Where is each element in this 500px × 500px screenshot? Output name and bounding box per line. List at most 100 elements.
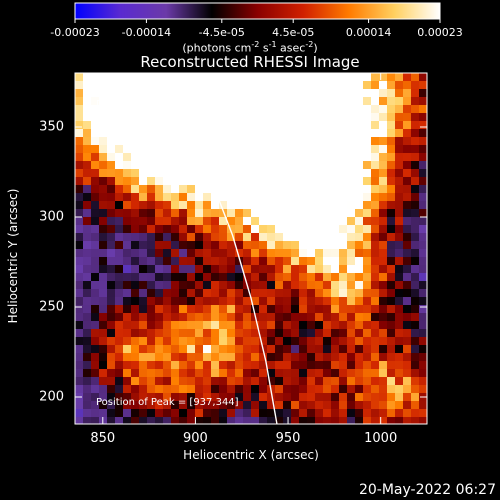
heatmap-cell xyxy=(387,417,396,424)
heatmap-cell xyxy=(251,169,260,178)
heatmap-cell xyxy=(227,145,236,154)
heatmap-cell xyxy=(323,401,332,410)
heatmap-cell xyxy=(235,385,244,394)
heatmap-cell xyxy=(379,265,388,274)
heatmap-cell xyxy=(395,233,404,242)
heatmap-cell xyxy=(139,297,148,306)
heatmap-cell xyxy=(275,169,284,178)
heatmap-cell xyxy=(235,281,244,290)
heatmap-cell xyxy=(267,169,276,178)
heatmap-cell xyxy=(315,73,324,82)
heatmap-cell xyxy=(243,369,252,378)
heatmap-cell xyxy=(115,217,124,226)
heatmap-cell xyxy=(123,305,132,314)
heatmap-cell xyxy=(379,73,388,82)
heatmap-cell xyxy=(283,417,292,424)
heatmap-cell xyxy=(379,289,388,298)
heatmap-cell xyxy=(179,321,188,330)
heatmap-cell xyxy=(339,145,348,154)
heatmap-cell xyxy=(315,257,324,266)
heatmap-cell xyxy=(347,345,356,354)
heatmap-cell xyxy=(291,145,300,154)
heatmap-cell xyxy=(107,321,116,330)
heatmap-cell xyxy=(107,249,116,258)
heatmap-cell xyxy=(227,177,236,186)
heatmap-cell xyxy=(131,193,140,202)
heatmap-cell xyxy=(299,113,308,122)
heatmap-cell xyxy=(371,297,380,306)
heatmap-cell xyxy=(99,89,108,98)
heatmap-cell xyxy=(307,305,316,314)
heatmap-cell xyxy=(419,273,427,282)
colorbar xyxy=(74,2,441,23)
heatmap-cell xyxy=(123,337,132,346)
heatmap-cell xyxy=(179,337,188,346)
heatmap-cell xyxy=(179,249,188,258)
heatmap-cell xyxy=(251,209,260,218)
heatmap-cell xyxy=(395,193,404,202)
heatmap-cell xyxy=(259,385,268,394)
heatmap-cell xyxy=(363,209,372,218)
heatmap-cell xyxy=(211,241,220,250)
heatmap-cell xyxy=(83,113,92,122)
heatmap-cell xyxy=(243,169,252,178)
heatmap-cell xyxy=(395,145,404,154)
heatmap-cell xyxy=(123,289,132,298)
heatmap-cell xyxy=(75,257,84,266)
heatmap-cell xyxy=(283,121,292,130)
heatmap-cell xyxy=(123,73,132,82)
heatmap-cell xyxy=(403,105,412,114)
heatmap-cell xyxy=(131,105,140,114)
heatmap-cell xyxy=(403,409,412,418)
heatmap-cell xyxy=(379,361,388,370)
heatmap-cell xyxy=(203,417,212,424)
heatmap-cell xyxy=(147,169,156,178)
heatmap-cell xyxy=(267,249,276,258)
y-tick-label: 300 xyxy=(39,209,64,225)
heatmap-cell xyxy=(179,273,188,282)
heatmap-cell xyxy=(243,209,252,218)
heatmap-cell xyxy=(307,369,316,378)
heatmap-cell xyxy=(91,81,100,90)
heatmap-cell xyxy=(299,305,308,314)
heatmap-cell xyxy=(75,241,84,250)
heatmap-cell xyxy=(403,73,412,82)
heatmap-cell xyxy=(299,369,308,378)
heatmap-cell xyxy=(419,305,427,314)
heatmap-cell xyxy=(259,193,268,202)
heatmap-cell xyxy=(147,137,156,146)
heatmap-cell xyxy=(371,281,380,290)
heatmap-cell xyxy=(83,89,92,98)
heatmap-cell xyxy=(371,401,380,410)
heatmap-cell xyxy=(403,281,412,290)
heatmap-cell xyxy=(139,337,148,346)
heatmap-cell xyxy=(219,113,228,122)
heatmap-cell xyxy=(347,305,356,314)
heatmap-cell xyxy=(179,409,188,418)
heatmap-cell xyxy=(291,241,300,250)
heatmap-cell xyxy=(355,193,364,202)
heatmap-cell xyxy=(147,297,156,306)
heatmap-cell xyxy=(363,305,372,314)
heatmap-cell xyxy=(379,313,388,322)
heatmap-cell xyxy=(155,97,164,106)
heatmap-cell xyxy=(395,313,404,322)
heatmap-cell xyxy=(307,401,316,410)
heatmap-cell xyxy=(163,145,172,154)
heatmap-cell xyxy=(131,409,140,418)
heatmap-cell xyxy=(395,289,404,298)
heatmap-cell xyxy=(419,217,427,226)
heatmap-cell xyxy=(147,401,156,410)
heatmap-cell xyxy=(387,225,396,234)
heatmap-cell xyxy=(283,321,292,330)
heatmap-cell xyxy=(139,321,148,330)
heatmap-cell xyxy=(83,121,92,130)
heatmap-cell xyxy=(403,153,412,162)
heatmap-cell xyxy=(187,265,196,274)
heatmap-cell xyxy=(235,289,244,298)
heatmap-cell xyxy=(211,385,220,394)
heatmap-cell xyxy=(187,361,196,370)
heatmap-cell xyxy=(267,369,276,378)
heatmap-cell xyxy=(283,401,292,410)
heatmap-cell xyxy=(83,137,92,146)
